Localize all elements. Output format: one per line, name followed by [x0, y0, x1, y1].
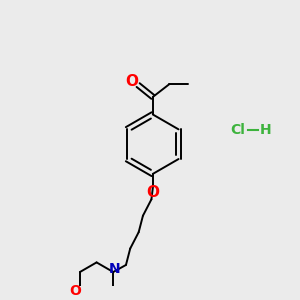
- Text: O: O: [69, 284, 81, 298]
- Text: O: O: [125, 74, 138, 89]
- Text: H: H: [260, 123, 272, 137]
- Text: O: O: [146, 185, 159, 200]
- Text: Cl: Cl: [230, 123, 245, 137]
- Text: N: N: [109, 262, 121, 276]
